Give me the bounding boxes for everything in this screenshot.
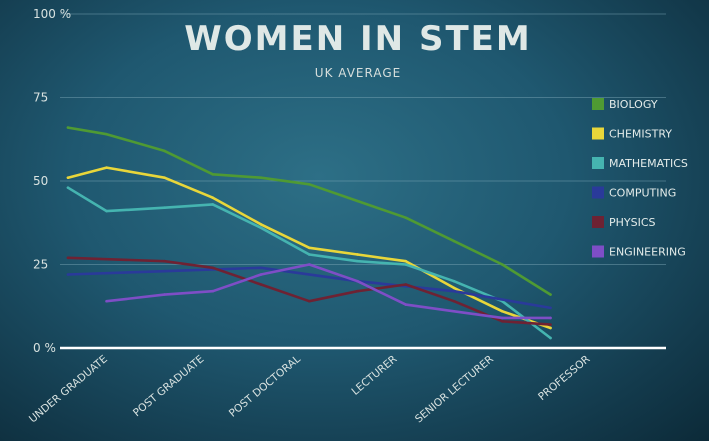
y-axis-tick-labels: 0 % 25 50 75 100 % <box>33 7 71 355</box>
legend-label: CHEMISTRY <box>609 128 672 141</box>
data-point-chemistry <box>105 166 108 169</box>
legend-swatch-chemistry <box>592 127 604 140</box>
legend: BIOLOGY CHEMISTRY MATHEMATICS COMPUTING PHYS… <box>592 98 688 259</box>
data-point-physics <box>452 299 456 303</box>
data-point-engineering <box>307 263 311 266</box>
data-point-biology <box>259 176 263 179</box>
data-point-mathematics <box>404 263 408 266</box>
data-point-computing <box>452 289 456 293</box>
data-point-biology <box>66 126 70 129</box>
data-point-biology <box>105 132 108 136</box>
data-point-chemistry <box>307 246 311 250</box>
legend-label: PHYSICS <box>609 216 656 229</box>
data-point-biology <box>211 173 215 176</box>
data-point-physics <box>356 289 359 293</box>
data-point-engineering <box>211 289 215 293</box>
data-point-chemistry <box>404 259 408 263</box>
data-point-mathematics <box>66 186 70 189</box>
data-point-mathematics <box>259 226 263 230</box>
data-point-physics <box>307 299 311 303</box>
data-point-computing <box>549 306 552 310</box>
data-point-mathematics <box>105 209 108 213</box>
data-point-physics <box>549 323 552 326</box>
series-lines <box>66 126 552 340</box>
legend-swatch-biology <box>592 98 604 110</box>
series-line-biology <box>66 126 552 296</box>
legend-label: BIOLOGY <box>609 98 658 111</box>
data-point-chemistry <box>549 326 552 330</box>
x-tick-label: POST DOCTORAL <box>227 353 303 420</box>
series-line-physics <box>66 256 552 326</box>
y-tick-label: 50 <box>33 174 48 188</box>
data-point-biology <box>163 149 166 153</box>
legend-swatch-physics <box>592 216 604 228</box>
data-point-mathematics <box>356 259 359 263</box>
data-point-engineering <box>163 293 166 296</box>
data-point-biology <box>356 199 359 203</box>
y-tick-label: 25 <box>33 258 48 272</box>
data-point-chemistry <box>259 223 263 226</box>
data-point-physics <box>163 259 166 263</box>
data-point-computing <box>259 266 263 270</box>
chart-title: WOMEN IN STEM <box>184 19 531 59</box>
data-point-mathematics <box>211 203 215 206</box>
data-point-engineering <box>356 279 359 283</box>
data-point-physics <box>259 283 263 286</box>
data-point-chemistry <box>500 309 504 313</box>
data-point-engineering <box>500 316 504 320</box>
legend-swatch-computing <box>592 186 604 199</box>
data-point-biology <box>549 293 552 296</box>
data-point-engineering <box>259 273 263 276</box>
legend-label: COMPUTING <box>609 187 676 200</box>
x-axis-tick-labels: UNDER GRADUATE POST GRADUATE POST DOCTORAL… <box>27 353 593 425</box>
x-tick-label: LECTURER <box>349 353 399 398</box>
y-tick-label: 75 <box>33 91 48 105</box>
data-point-computing <box>66 273 70 276</box>
data-point-mathematics <box>307 253 311 256</box>
legend-label: ENGINEERING <box>609 246 686 259</box>
data-point-biology <box>404 216 408 220</box>
data-point-mathematics <box>452 279 456 283</box>
x-tick-label: PROFESSOR <box>536 353 592 403</box>
data-point-engineering <box>105 299 108 303</box>
data-point-biology <box>452 239 456 243</box>
data-point-biology <box>307 183 311 186</box>
data-point-chemistry <box>356 253 359 256</box>
x-tick-label: UNDER GRADUATE <box>27 353 110 425</box>
data-point-physics <box>404 283 408 286</box>
gridlines <box>60 13 666 265</box>
data-point-chemistry <box>66 176 70 179</box>
data-point-mathematics <box>549 336 552 340</box>
data-point-biology <box>500 263 504 266</box>
data-point-engineering <box>404 303 408 306</box>
data-point-chemistry <box>452 286 456 290</box>
series-line-computing <box>66 266 552 310</box>
data-point-engineering <box>452 309 456 313</box>
data-point-mathematics <box>163 206 166 210</box>
data-point-computing <box>163 269 166 273</box>
series-line-engineering <box>105 263 552 320</box>
y-tick-label: 0 % <box>33 341 56 355</box>
data-point-physics <box>66 256 70 260</box>
legend-label: MATHEMATICS <box>609 157 688 170</box>
x-tick-label: SENIOR LECTURER <box>413 353 496 425</box>
data-point-chemistry <box>211 196 215 199</box>
legend-swatch-engineering <box>592 245 604 258</box>
chart-subtitle: UK AVERAGE <box>315 66 401 80</box>
data-point-physics <box>211 266 215 270</box>
data-point-engineering <box>549 316 552 320</box>
x-tick-label: POST GRADUATE <box>131 353 206 419</box>
data-point-physics <box>500 319 504 323</box>
y-tick-label: 100 % <box>33 7 71 21</box>
data-point-chemistry <box>163 176 166 179</box>
legend-swatch-mathematics <box>592 157 604 169</box>
